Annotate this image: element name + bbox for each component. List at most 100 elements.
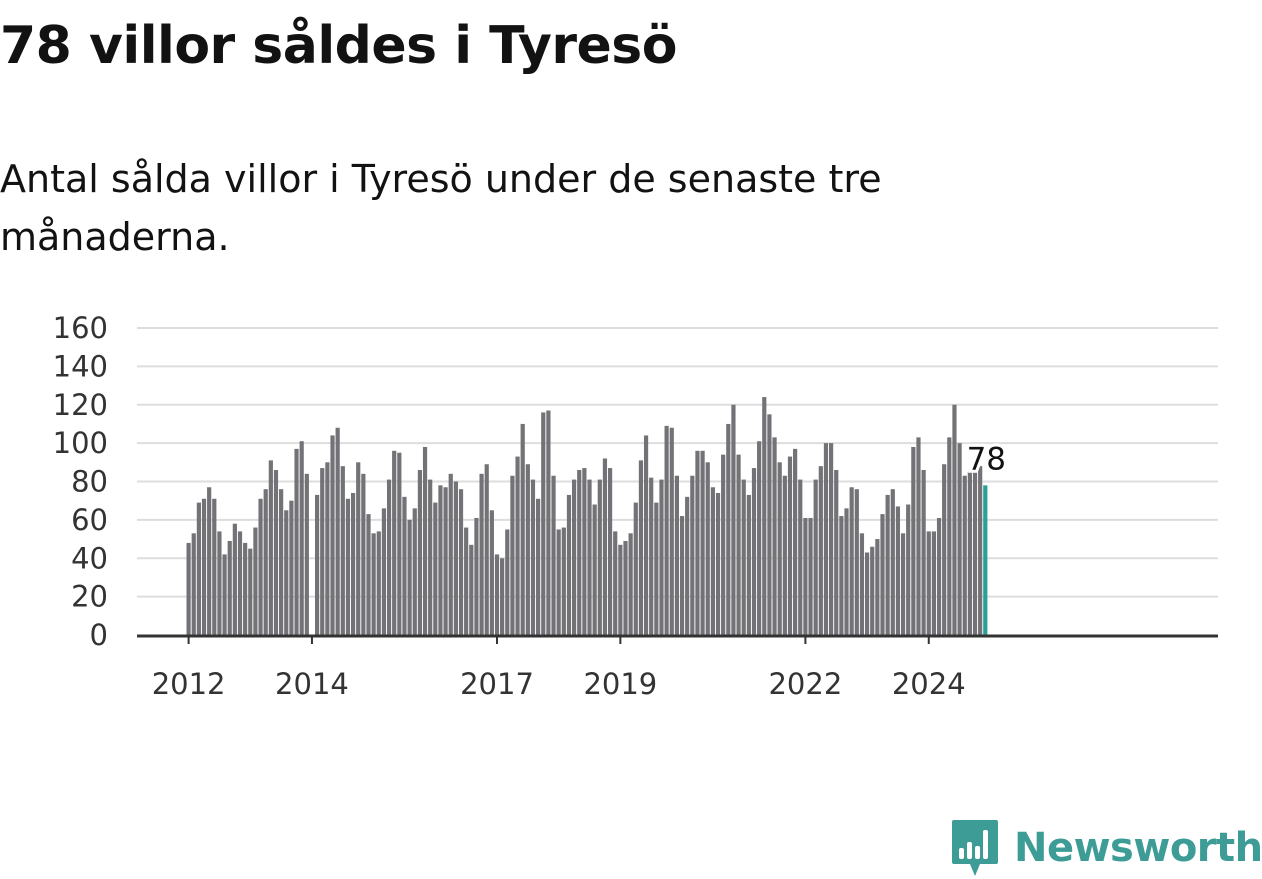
bar [736, 454, 741, 635]
bar [458, 489, 464, 635]
bar [613, 531, 618, 635]
bar [243, 542, 248, 635]
y-tick-label: 100 [53, 426, 108, 460]
y-tick-label: 160 [53, 311, 108, 345]
bar [464, 527, 469, 635]
bar [587, 479, 592, 635]
bar [685, 496, 690, 635]
x-tick-label: 2014 [275, 667, 349, 701]
bar [628, 533, 633, 635]
bar [350, 493, 356, 635]
bar [741, 479, 746, 635]
bar [957, 443, 962, 636]
bar [669, 427, 674, 635]
y-tick-label: 0 [90, 618, 108, 652]
bar [839, 516, 844, 635]
bar [844, 508, 849, 635]
bar [489, 510, 494, 635]
bar [818, 466, 823, 635]
bar [931, 531, 936, 635]
bar [376, 531, 381, 635]
bar [705, 462, 710, 635]
bar [623, 540, 628, 635]
x-tick-label: 2019 [583, 667, 657, 701]
bar [196, 502, 201, 635]
bar [715, 493, 721, 635]
bar [659, 479, 664, 635]
bar [895, 506, 901, 635]
bar [479, 473, 484, 635]
bar [438, 485, 443, 635]
bar [643, 435, 649, 635]
last-value-label: 78 [967, 441, 1006, 477]
bar [212, 498, 217, 635]
bar [592, 504, 597, 635]
bar [448, 473, 453, 635]
bar [315, 494, 320, 635]
bar [900, 533, 906, 635]
bar [325, 462, 330, 635]
bar [572, 479, 577, 635]
bar [767, 414, 772, 635]
bar [222, 554, 227, 635]
bar [823, 443, 829, 636]
newsworthy-logo: Newsworthy [950, 818, 1262, 878]
bar [793, 448, 798, 635]
bar [649, 477, 654, 635]
y-tick-label: 120 [53, 388, 108, 422]
bar [397, 452, 402, 635]
bar [320, 468, 325, 635]
bar [875, 539, 880, 635]
bar [854, 489, 859, 635]
bar [392, 450, 397, 635]
bar [443, 487, 448, 635]
y-tick-label: 140 [53, 349, 108, 383]
bar [248, 548, 253, 635]
bar [340, 466, 345, 635]
bar [813, 479, 818, 635]
bar [967, 471, 972, 635]
bar [201, 498, 207, 635]
bar [916, 437, 921, 635]
bar [268, 460, 273, 635]
bar [849, 487, 854, 635]
bar [782, 475, 787, 635]
bar [777, 462, 782, 635]
bar [186, 542, 191, 635]
bar [664, 425, 669, 635]
bar [746, 494, 751, 635]
bar [679, 516, 685, 635]
bar [335, 427, 340, 635]
bar [191, 533, 196, 635]
bar [926, 531, 931, 635]
x-axis: 2012 2014 2017 2019 2022 2024 [137, 634, 1218, 701]
bar [469, 544, 474, 635]
bar [577, 469, 582, 635]
bar [700, 450, 705, 635]
bar [330, 435, 335, 635]
bar [525, 464, 530, 635]
bar [582, 468, 587, 635]
y-tick-label: 20 [71, 580, 108, 614]
bar [500, 558, 505, 635]
bar [371, 533, 376, 635]
x-tick-label: 2022 [768, 667, 842, 701]
y-axis-ticks: 0 20 40 60 80 100 120 140 160 [53, 311, 108, 652]
bar [412, 508, 417, 635]
bar [237, 531, 243, 635]
bar [829, 443, 834, 636]
bar [536, 498, 541, 635]
bar [864, 552, 870, 635]
bar [772, 437, 777, 635]
bar [880, 514, 885, 635]
bar [258, 498, 263, 635]
bar [356, 462, 361, 635]
bar [870, 546, 875, 635]
bar [232, 523, 237, 635]
bar [936, 517, 942, 635]
x-tick-label: 2012 [152, 667, 226, 701]
x-tick-label: 2024 [892, 667, 966, 701]
bar [520, 423, 525, 635]
bar [284, 510, 289, 635]
bar [484, 464, 489, 635]
